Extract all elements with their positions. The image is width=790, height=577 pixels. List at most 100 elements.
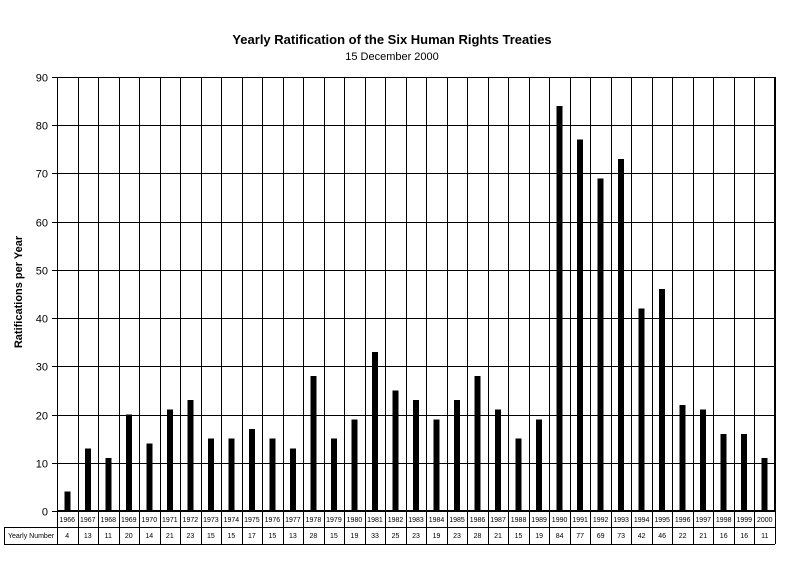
x-tick-label: 1988	[511, 517, 527, 524]
bar	[536, 419, 543, 511]
yearly-number-cell: 23	[412, 533, 420, 540]
chart-subtitle: 15 December 2000	[345, 51, 439, 63]
yearly-number-cell: 21	[699, 533, 707, 540]
bar	[679, 404, 686, 511]
yearly-number-cell: 25	[392, 533, 400, 540]
x-tick-label: 1982	[388, 517, 404, 524]
y-tick-label: 10	[36, 459, 48, 471]
bar	[761, 457, 768, 511]
yearly-number-cell: 16	[720, 533, 728, 540]
table-row-label: Yearly Number	[8, 533, 55, 540]
yearly-number-cell: 11	[761, 533, 768, 540]
bar	[474, 375, 481, 511]
bar	[351, 419, 358, 511]
y-tick-label: 60	[36, 218, 48, 230]
bar	[700, 409, 707, 511]
yearly-number-cell: 33	[371, 533, 379, 540]
yearly-number-cell: 4	[65, 533, 69, 540]
yearly-number-cell: 15	[227, 533, 235, 540]
bar	[720, 433, 727, 511]
yearly-number-cell: 28	[474, 533, 482, 540]
bar	[659, 289, 666, 511]
bar	[454, 400, 461, 511]
bar	[433, 419, 440, 511]
bar	[515, 438, 522, 511]
yearly-number-cell: 19	[535, 533, 543, 540]
yearly-number-table: Yearly Number 19664196713196811196920197…	[4, 517, 775, 545]
yearly-number-cell: 14	[145, 533, 153, 540]
yearly-number-cell: 21	[494, 533, 502, 540]
bar	[64, 491, 71, 511]
x-tick-label: 1991	[572, 517, 588, 524]
y-tick-label: 20	[36, 411, 48, 423]
x-tick-label: 1974	[224, 517, 240, 524]
x-tick-label: 1972	[183, 517, 199, 524]
x-tick-label: 1967	[80, 517, 96, 524]
x-tick-label: 1975	[244, 517, 260, 524]
bar	[166, 409, 173, 511]
yearly-number-cell: 23	[186, 533, 194, 540]
yearly-number-cell: 46	[658, 533, 666, 540]
yearly-number-cell: 17	[248, 533, 256, 540]
y-tick-label: 30	[36, 362, 48, 374]
yearly-number-cell: 69	[597, 533, 605, 540]
x-tick-label: 1970	[142, 517, 158, 524]
yearly-number-cell: 23	[453, 533, 461, 540]
yearly-number-cell: 21	[166, 533, 174, 540]
bar	[741, 433, 748, 511]
x-tick-label: 1966	[59, 517, 75, 524]
bar	[248, 429, 255, 511]
yearly-number-cell: 13	[289, 533, 297, 540]
bar	[105, 457, 112, 511]
x-tick-label: 1996	[675, 517, 691, 524]
y-tick-label: 70	[36, 169, 48, 181]
x-tick-label: 1983	[408, 517, 424, 524]
x-tick-label: 1977	[285, 517, 301, 524]
yearly-number-cell: 19	[351, 533, 359, 540]
y-tick-label: 80	[36, 121, 48, 133]
x-tick-label: 1987	[490, 517, 506, 524]
yearly-number-cell: 22	[679, 533, 687, 540]
y-axis-label: Ratifications per Year	[13, 235, 25, 348]
grid-lines	[52, 77, 776, 544]
bar	[228, 438, 235, 511]
y-tick-label: 90	[36, 73, 48, 85]
x-tick-label: 1990	[552, 517, 568, 524]
bar	[495, 409, 502, 511]
x-tick-label: 1986	[470, 517, 486, 524]
x-tick-label: 1998	[716, 517, 732, 524]
axes: 0 10 20 30 40 50 60 70 80 90	[36, 73, 775, 519]
bar	[577, 139, 584, 511]
yearly-number-cell: 11	[105, 533, 112, 540]
x-tick-label: 1969	[121, 517, 137, 524]
yearly-number-cell: 77	[576, 533, 584, 540]
bars	[64, 105, 768, 512]
chart-title: Yearly Ratification of the Six Human Rig…	[232, 32, 551, 47]
bar	[638, 308, 645, 511]
yearly-number-cell: 15	[207, 533, 215, 540]
y-tick-label: 0	[42, 507, 48, 519]
bar	[289, 448, 296, 511]
yearly-number-cell: 15	[330, 533, 338, 540]
x-tick-label: 1992	[593, 517, 609, 524]
bar	[413, 400, 419, 511]
plot-frame	[57, 77, 775, 511]
x-tick-label: 1973	[203, 517, 219, 524]
y-tick-label: 50	[36, 266, 48, 278]
y-tick-label: 40	[36, 314, 48, 326]
yearly-number-cell: 13	[84, 533, 92, 540]
x-tick-label: 1999	[736, 517, 752, 524]
x-tick-label: 1978	[306, 517, 322, 524]
x-tick-label: 1976	[265, 517, 281, 524]
x-tick-label: 1981	[367, 517, 383, 524]
x-tick-label: 1980	[347, 517, 363, 524]
bar	[84, 448, 91, 511]
x-tick-label: 1994	[634, 517, 650, 524]
yearly-number-cell: 15	[269, 533, 277, 540]
bar	[146, 443, 153, 511]
yearly-number-cell: 15	[515, 533, 523, 540]
x-tick-label: 1984	[429, 517, 445, 524]
yearly-number-cell: 42	[638, 533, 646, 540]
x-tick-label: 1971	[162, 517, 178, 524]
